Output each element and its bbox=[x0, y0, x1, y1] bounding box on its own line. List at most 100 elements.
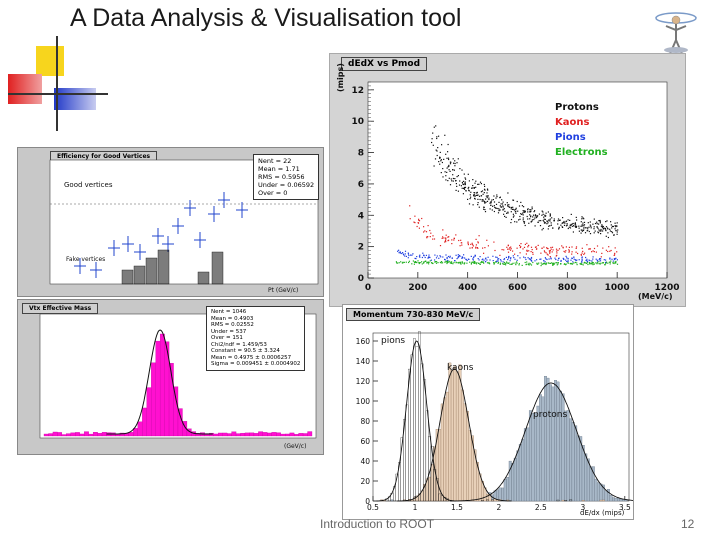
scatter-point bbox=[506, 262, 508, 264]
scatter-point bbox=[453, 162, 455, 164]
scatter-point bbox=[483, 206, 485, 208]
scatter-point bbox=[528, 222, 530, 224]
scatter-point bbox=[493, 205, 495, 207]
scatter-point bbox=[478, 262, 480, 264]
scatter-point bbox=[504, 215, 506, 217]
scatter-point bbox=[562, 226, 564, 228]
scatter-point bbox=[503, 263, 505, 265]
scatter-point bbox=[446, 261, 448, 263]
scatter-point bbox=[571, 263, 574, 265]
scatter-point bbox=[448, 169, 450, 171]
scatter-point bbox=[450, 262, 452, 264]
scatter-point bbox=[576, 219, 578, 221]
scatter-point bbox=[496, 196, 498, 198]
scatter-point bbox=[548, 219, 550, 221]
scatter-point bbox=[458, 184, 461, 186]
scatter-point bbox=[592, 223, 594, 225]
scatter-point bbox=[458, 262, 460, 264]
scatter-point bbox=[416, 261, 418, 264]
scatter-point bbox=[524, 210, 526, 212]
scatter-point bbox=[607, 236, 609, 239]
scatter-point bbox=[474, 182, 476, 184]
scatter-point bbox=[467, 187, 469, 189]
mass-bar bbox=[307, 431, 313, 437]
scatter-point bbox=[536, 263, 538, 265]
scatter-point bbox=[436, 261, 438, 263]
scatter-point bbox=[512, 208, 514, 210]
scatter-point bbox=[609, 263, 611, 265]
scatter-point bbox=[543, 250, 545, 252]
scatter-point bbox=[502, 206, 504, 208]
scatter-point bbox=[581, 257, 583, 259]
protons-bar bbox=[604, 490, 608, 502]
scatter-point bbox=[493, 195, 495, 197]
scatter-point bbox=[475, 180, 477, 182]
scatter-point bbox=[435, 125, 437, 127]
scatter-point bbox=[567, 262, 569, 264]
scatter-point bbox=[430, 262, 433, 264]
scatter-point bbox=[530, 210, 532, 213]
scatter-point bbox=[408, 260, 410, 262]
scatter-point bbox=[414, 215, 416, 217]
scatter-point bbox=[588, 263, 591, 265]
mass-bar bbox=[285, 433, 290, 437]
scatter-point bbox=[492, 255, 494, 257]
fake-vertex-bar bbox=[145, 257, 158, 285]
scatter-point bbox=[442, 229, 444, 231]
scatter-point bbox=[497, 262, 499, 264]
scatter-point bbox=[457, 254, 459, 256]
protons-bar bbox=[594, 478, 598, 502]
scatter-point bbox=[486, 262, 489, 264]
scatter-point bbox=[468, 203, 471, 205]
kaons-label: kaons bbox=[447, 363, 474, 373]
x-tick-label: 1 bbox=[413, 503, 418, 512]
scatter-point bbox=[585, 256, 587, 259]
scatter-point bbox=[601, 252, 603, 254]
scatter-point bbox=[607, 250, 609, 253]
mass-bar bbox=[302, 433, 308, 437]
footer-text: Introduction to ROOT bbox=[320, 517, 435, 531]
scatter-point bbox=[441, 237, 443, 239]
kaons-bar bbox=[440, 403, 444, 502]
scatter-point bbox=[564, 222, 566, 224]
scatter-point bbox=[460, 185, 462, 187]
scatter-point bbox=[486, 259, 488, 261]
scatter-point bbox=[576, 225, 578, 227]
scatter-point bbox=[578, 230, 580, 232]
scatter-point bbox=[575, 216, 577, 218]
protons-bar bbox=[536, 405, 540, 502]
scatter-point bbox=[415, 261, 417, 264]
scatter-point bbox=[499, 209, 501, 211]
mass-panel: Vtx Effective Mass Nent = 1046 Mean = 0.… bbox=[17, 299, 324, 455]
scatter-point bbox=[489, 259, 491, 261]
scatter-point bbox=[557, 220, 559, 222]
scatter-point bbox=[521, 205, 523, 207]
scatter-point bbox=[529, 211, 531, 213]
root-logo-icon bbox=[655, 12, 697, 55]
scatter-point bbox=[558, 226, 560, 228]
scatter-point bbox=[432, 235, 434, 237]
scatter-point bbox=[467, 241, 469, 243]
scatter-point bbox=[483, 188, 486, 190]
scatter-point bbox=[450, 261, 452, 263]
protons-bar bbox=[526, 427, 530, 502]
scatter-point bbox=[558, 248, 561, 250]
scatter-point bbox=[459, 254, 461, 257]
scatter-point bbox=[474, 197, 476, 199]
root-logo bbox=[652, 6, 700, 58]
scatter-point bbox=[439, 157, 441, 159]
scatter-point bbox=[592, 256, 594, 258]
scatter-point bbox=[426, 262, 428, 264]
scatter-point bbox=[588, 248, 590, 250]
scatter-point bbox=[606, 220, 608, 222]
scatter-point bbox=[509, 206, 511, 208]
scatter-point bbox=[499, 262, 502, 264]
kaons-bar bbox=[443, 397, 447, 502]
scatter-point bbox=[444, 171, 446, 173]
scatter-point bbox=[605, 221, 607, 223]
scatter-point bbox=[481, 259, 483, 261]
scatter-point bbox=[449, 255, 451, 257]
scatter-point bbox=[580, 225, 582, 227]
scatter-point bbox=[609, 261, 611, 263]
scatter-point bbox=[586, 244, 588, 246]
